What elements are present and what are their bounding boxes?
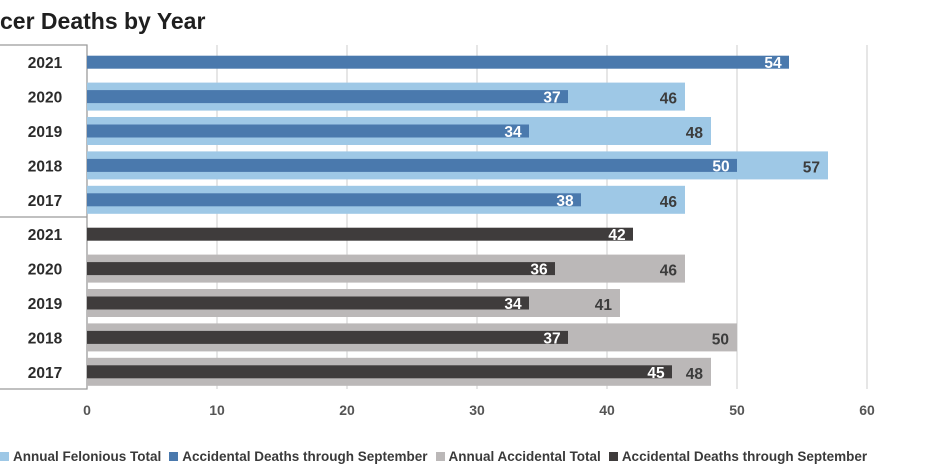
bar-through-september xyxy=(87,365,672,379)
bar-through-september xyxy=(87,193,581,207)
x-tick-label: 0 xyxy=(83,402,91,418)
bar-through-september xyxy=(87,158,737,172)
legend-entry: Accidental Deaths through September xyxy=(169,448,428,464)
category-label: 2017 xyxy=(28,365,62,382)
legend-entry: Accidental Deaths through September xyxy=(608,448,868,464)
legend-label: Annual Accidental Total xyxy=(448,448,601,464)
data-label-through-september: 36 xyxy=(530,262,548,279)
x-tick-label: 40 xyxy=(599,402,615,418)
legend-entry: Annual Accidental Total xyxy=(435,448,601,464)
bar-through-september xyxy=(87,124,529,138)
category-label: 2019 xyxy=(28,296,63,313)
legend-label: Accidental Deaths through September xyxy=(182,448,428,464)
bars xyxy=(87,55,828,386)
data-label-annual-total: 46 xyxy=(660,91,678,108)
data-label-annual-total: 57 xyxy=(803,159,820,176)
legend-entry: Annual Felonious Total xyxy=(0,449,161,464)
category-label: 2021 xyxy=(28,227,63,244)
x-tick-label: 50 xyxy=(729,402,745,418)
data-label-annual-total: 46 xyxy=(660,194,678,211)
data-label-annual-total: 50 xyxy=(712,331,729,348)
category-label: 2019 xyxy=(28,124,63,141)
legend: Annual Felonious Total Accidental Deaths … xyxy=(0,446,875,466)
legend-swatch xyxy=(0,451,9,461)
data-label-annual-total: 48 xyxy=(686,366,704,383)
category-panel: 2021 2020 2019 2018 2017 2021 2020 2019 2018 2017 xyxy=(0,44,88,390)
bar-through-september xyxy=(87,55,789,69)
data-label-through-september: 37 xyxy=(543,330,560,347)
legend-label: Accidental Deaths through September xyxy=(621,448,868,464)
category-label: 2018 xyxy=(28,330,63,347)
bar-through-september xyxy=(87,262,555,276)
chart-title: cer Deaths by Year xyxy=(0,8,206,34)
x-axis: 0 10 20 30 40 50 60 xyxy=(83,402,875,418)
bar-through-september xyxy=(87,296,529,310)
data-label-through-september: 34 xyxy=(504,124,522,141)
data-label-through-september: 37 xyxy=(543,90,560,107)
category-label: 2021 xyxy=(28,55,63,72)
x-tick-label: 30 xyxy=(469,402,485,418)
bar-chart: 2021 2020 2019 2018 2017 2021 2020 2019 2018 2017… xyxy=(0,44,875,418)
data-label-annual-total: 41 xyxy=(595,297,613,314)
category-label: 2020 xyxy=(28,90,62,107)
data-label-through-september: 45 xyxy=(647,365,665,382)
bar-through-september xyxy=(87,330,568,344)
category-label: 2017 xyxy=(28,193,62,210)
legend-swatch xyxy=(169,451,179,461)
data-label-annual-total: 46 xyxy=(660,263,678,280)
category-label: 2018 xyxy=(28,158,63,175)
category-label: 2020 xyxy=(28,262,62,279)
data-label-through-september: 38 xyxy=(556,193,574,210)
data-label-through-september: 34 xyxy=(504,296,522,313)
data-label-annual-total: 48 xyxy=(686,125,704,142)
legend-label: Annual Felonious Total xyxy=(13,448,162,464)
x-tick-label: 20 xyxy=(339,402,355,418)
x-tick-label: 60 xyxy=(859,402,875,418)
data-label-through-september: 54 xyxy=(764,55,782,72)
x-tick-label: 10 xyxy=(209,402,225,418)
legend-swatch xyxy=(608,451,618,461)
data-label-through-september: 50 xyxy=(712,158,729,175)
legend-swatch xyxy=(435,451,445,461)
data-label-through-september: 42 xyxy=(608,227,625,244)
data-labels: 46 48 57 46 46 41 50 48 54 37 34 50 38 42 36 34 37 45 xyxy=(504,55,820,383)
bar-through-september xyxy=(87,227,633,241)
bar-through-september xyxy=(87,90,568,104)
